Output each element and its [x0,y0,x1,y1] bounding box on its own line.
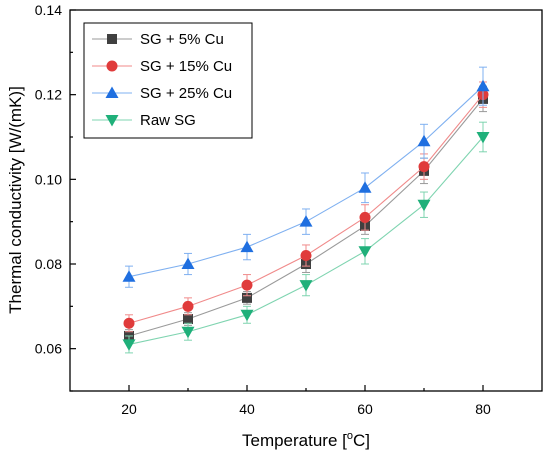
data-point [359,211,371,223]
data-point [358,181,372,193]
legend-label: SG + 15% Cu [140,58,232,75]
data-point [358,246,372,258]
data-point [242,292,252,303]
legend-marker [106,60,118,72]
y-tick-label: 0.08 [35,256,62,272]
data-point [299,280,313,292]
data-point [122,339,136,351]
data-point [181,257,195,269]
legend-marker [105,115,119,127]
x-tick-label: 40 [239,401,255,417]
series-layer [122,66,490,354]
data-point [240,240,254,253]
data-point [240,309,254,322]
data-point [182,300,194,312]
data-point [417,199,431,212]
x-tick-label: 60 [357,401,373,417]
axis-ticks: 20 40 60 80 0.06 0.08 0.10 0.12 0.14 [35,2,491,417]
x-axis-label: Temperature [oC] [242,430,370,450]
data-point [418,161,430,173]
data-point [241,279,253,291]
legend: SG + 5% Cu SG + 15% Cu SG + 25% Cu Raw SG [83,22,253,139]
x-tick-label: 20 [121,401,137,417]
y-tick-label: 0.06 [35,341,62,357]
legend-marker [107,34,117,44]
y-tick-label: 0.14 [35,2,62,18]
y-tick-label: 0.12 [35,87,62,103]
legend-label: SG + 25% Cu [140,85,232,102]
y-tick-label: 0.10 [35,171,62,187]
series-line [128,136,484,345]
data-point [476,79,490,92]
data-point [476,132,490,144]
data-point [299,215,313,227]
data-point [183,314,193,325]
data-point [300,250,312,262]
data-point [181,326,195,339]
data-point [122,270,136,282]
legend-label: Raw SG [140,112,196,129]
y-axis-label: Thermal conductivity [W/(mK)] [6,86,25,314]
data-point [123,317,135,329]
legend-marker [105,86,119,98]
x-tick-label: 80 [475,401,491,417]
data-point [417,134,431,147]
series [122,66,490,288]
legend-label: SG + 5% Cu [140,31,224,48]
series [122,121,490,354]
